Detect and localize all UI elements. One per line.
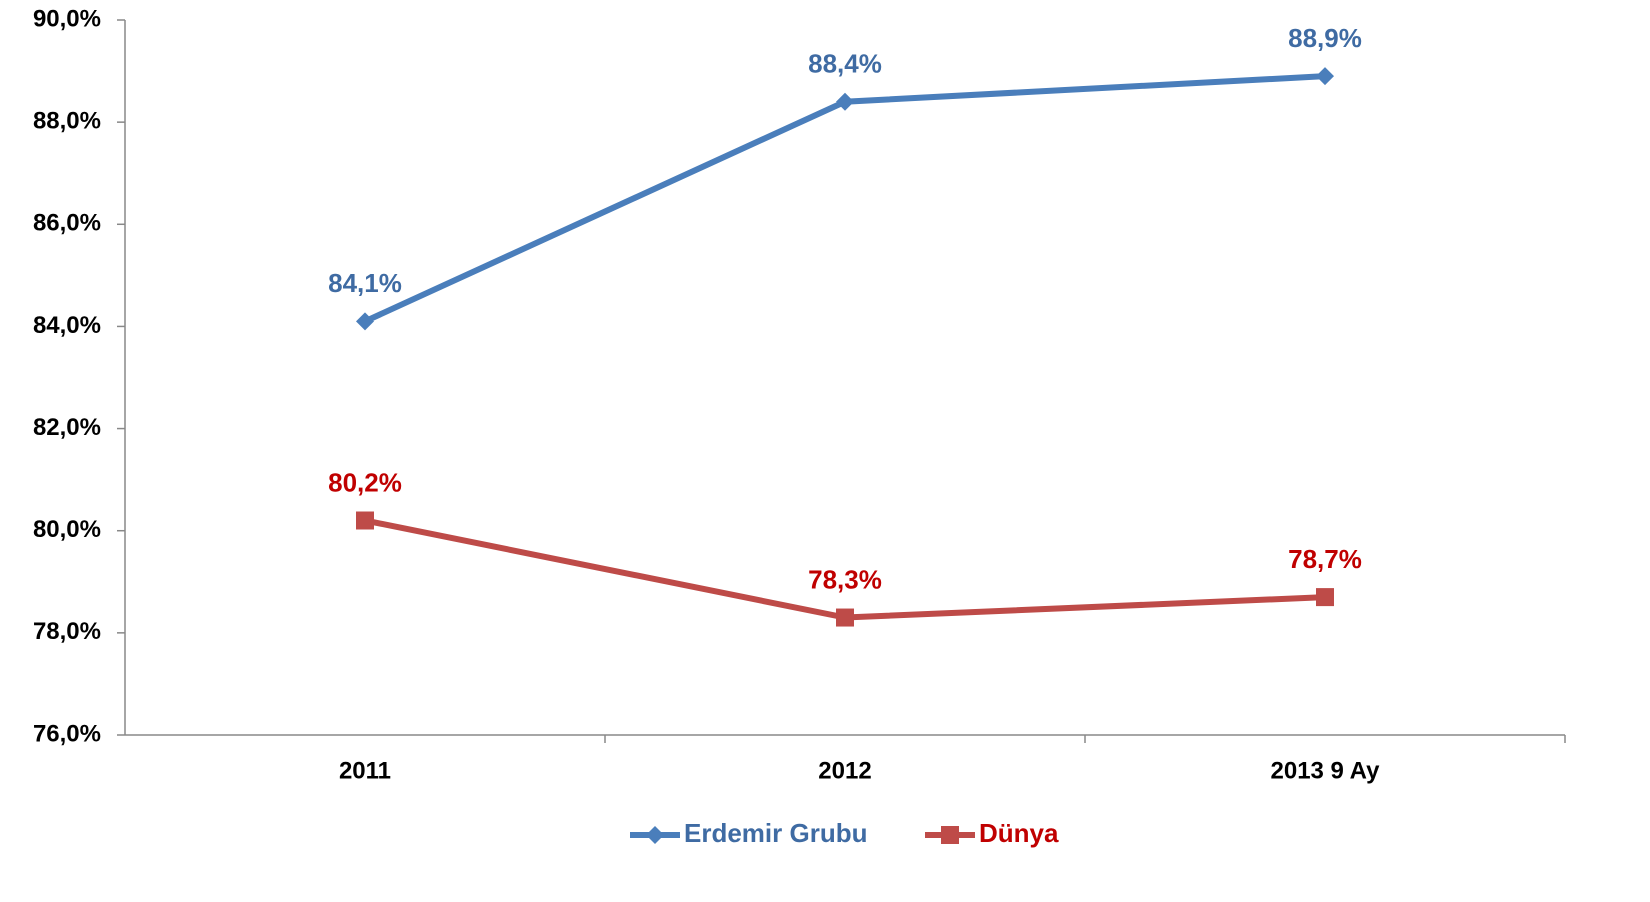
data-label: 80,2%	[328, 467, 402, 497]
y-tick-label: 86,0%	[33, 210, 101, 237]
y-tick-label: 80,0%	[33, 516, 101, 543]
y-tick-label: 76,0%	[33, 720, 101, 747]
series-line	[363, 73, 1326, 325]
y-tick-label: 84,0%	[33, 312, 101, 339]
marker	[356, 312, 374, 331]
marker	[646, 826, 664, 844]
y-tick-label: 90,0%	[33, 5, 101, 32]
marker	[356, 511, 374, 530]
marker	[1316, 588, 1334, 607]
y-tick-label: 82,0%	[33, 414, 101, 441]
data-label: 84,1%	[328, 268, 402, 298]
y-tick-label: 88,0%	[33, 107, 101, 134]
marker	[1316, 67, 1334, 86]
data-label: 88,9%	[1288, 23, 1362, 53]
legend-label: Erdemir Grubu	[684, 818, 867, 848]
x-tick-label: 2011	[339, 757, 391, 784]
data-label: 88,4%	[808, 49, 882, 79]
marker	[836, 92, 854, 111]
legend-label: Dünya	[979, 818, 1059, 848]
marker	[941, 826, 959, 844]
x-tick-label: 2012	[818, 757, 871, 784]
data-label: 78,7%	[1288, 544, 1362, 574]
marker	[836, 608, 854, 627]
y-tick-label: 78,0%	[33, 618, 101, 645]
data-label: 78,3%	[808, 564, 882, 594]
x-tick-label: 2013 9 Ay	[1271, 757, 1381, 784]
